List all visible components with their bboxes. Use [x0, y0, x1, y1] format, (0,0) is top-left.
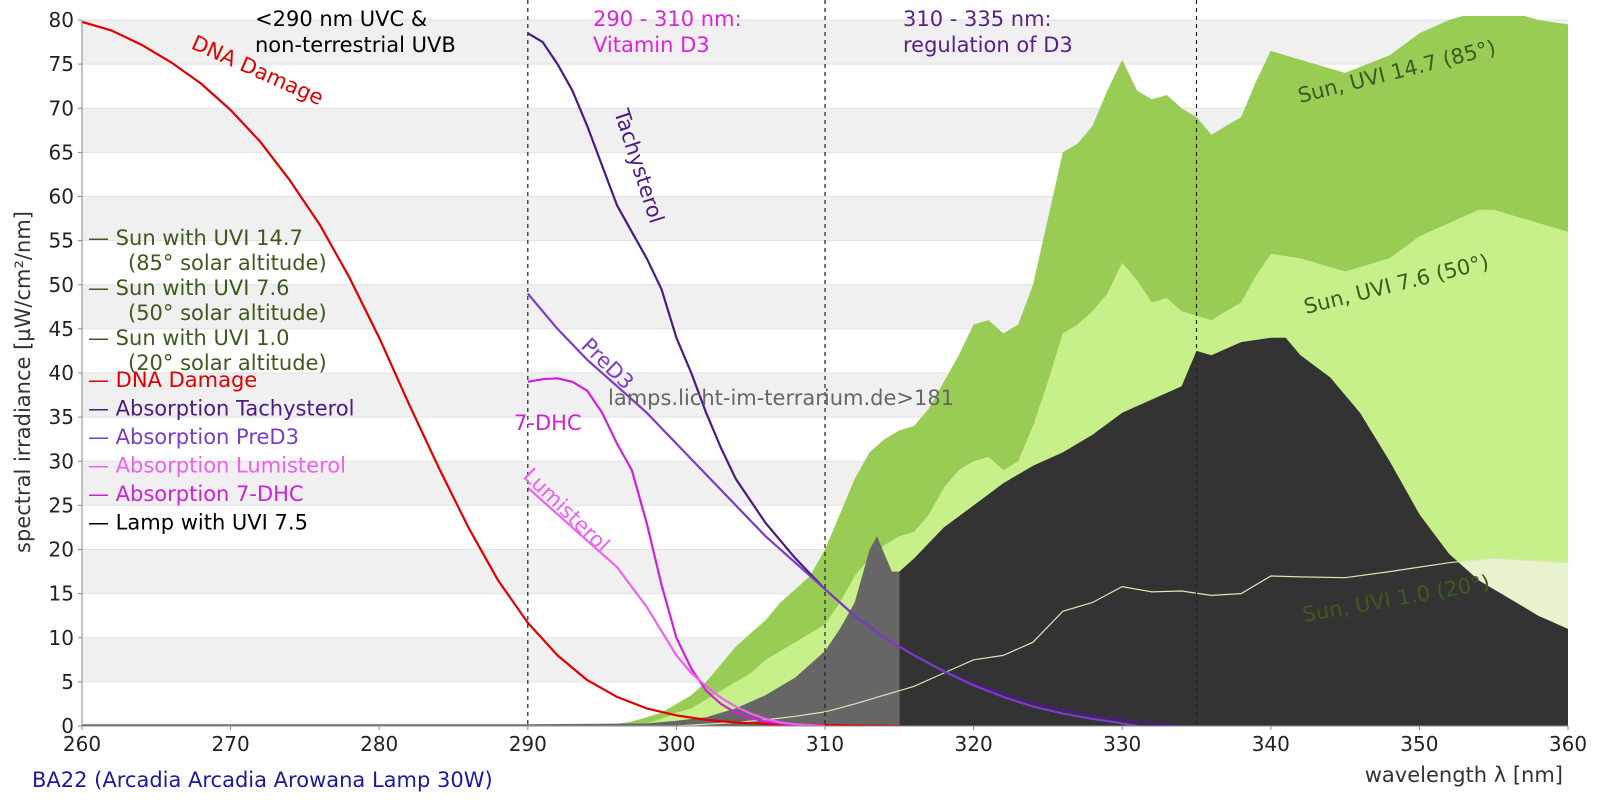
region-label-uvc-line2: non-terrestrial UVB [255, 33, 456, 57]
y-tick-label: 75 [49, 52, 74, 76]
region-label-uvc: <290 nm UVC & non-terrestrial UVB [255, 7, 456, 57]
region-dividers [527, 0, 1198, 726]
y-tick-label: 55 [49, 229, 74, 253]
x-tick-label: 330 [1103, 732, 1141, 756]
x-tick-label: 320 [955, 732, 993, 756]
line-dna-damage [82, 20, 900, 726]
line-absorption-pred3 [526, 292, 1138, 726]
x-tick-label: 280 [360, 732, 398, 756]
legend-entry-subtitle: (85° solar altitude) [128, 251, 327, 275]
x-axis-label: wavelength λ [nm] [1365, 763, 1563, 787]
region-label-uvc-line1: <290 nm UVC & [255, 7, 427, 31]
legend-entry: — Absorption Lumisterol [88, 454, 346, 478]
y-tick-label: 15 [49, 582, 74, 606]
y-tick-label: 20 [49, 538, 74, 562]
x-tick-label: 260 [63, 732, 101, 756]
axes: 0 5 10 15 20 25 30 35 40 45 50 55 60 65 70 75 80 260 270 28… [49, 8, 1588, 756]
y-axis-label: spectral irradiance [µW/cm²/nm] [11, 211, 35, 553]
curve-label-7dhc: 7-DHC [514, 411, 582, 435]
legend-entry: — Sun with UVI 7.6 [88, 276, 290, 300]
legend-entry: — Sun with UVI 14.7 [88, 226, 303, 250]
y-tick-label: 30 [49, 449, 74, 473]
region-label-regulation-d3: 310 - 335 nm: regulation of D3 [903, 7, 1073, 57]
y-tick-label: 5 [61, 670, 74, 694]
x-tick-label: 360 [1549, 732, 1587, 756]
legend-entry: — Absorption Tachysterol [88, 397, 354, 421]
legend-entry: — Absorption 7-DHC [88, 482, 304, 506]
region-label-vitamin-d3: 290 - 310 nm: Vitamin D3 [593, 7, 742, 57]
y-tick-label: 0 [61, 714, 74, 738]
legend-entry-subtitle: (50° solar altitude) [128, 301, 327, 325]
outline-sun-uvi-1-0 [527, 557, 1568, 726]
y-tick-label: 50 [49, 273, 74, 297]
watermark: lamps.licht-im-terrarium.de>181 [608, 386, 954, 410]
area-lamp-with-uvi-7-5-below-315 [82, 536, 900, 726]
x-tick-label: 340 [1252, 732, 1290, 756]
line-absorption-7-dhc [527, 377, 826, 726]
region-label-regulation-line1: 310 - 335 nm: [903, 7, 1052, 31]
legend-entry: — Lamp with UVI 7.5 [88, 511, 308, 535]
area-lamp-with-uvi-7-5 [899, 337, 1568, 726]
x-tick-label: 300 [657, 732, 695, 756]
legend-entry-subtitle: (20° solar altitude) [128, 351, 327, 375]
line-absorption-tachysterol [527, 32, 1182, 726]
y-tick-label: 35 [49, 405, 74, 429]
y-tick-label: 10 [49, 626, 74, 650]
region-label-regulation-line2: regulation of D3 [903, 33, 1073, 57]
legend-entry: — Sun with UVI 1.0 [88, 326, 290, 350]
legend-entry: — Absorption PreD3 [88, 425, 299, 449]
legend: — Sun with UVI 14.7(85° solar altitude)—… [88, 226, 354, 535]
y-tick-label: 80 [49, 8, 74, 32]
x-tick-label: 290 [509, 732, 547, 756]
legend-entry: — DNA Damage [88, 368, 257, 392]
y-tick-label: 25 [49, 493, 74, 517]
x-tick-label: 270 [212, 732, 250, 756]
line-series-layer [82, 20, 1182, 726]
x-tick-label: 310 [806, 732, 844, 756]
y-tick-label: 45 [49, 317, 74, 341]
region-label-vitamin-d3-line1: 290 - 310 nm: [593, 7, 742, 31]
y-tick-label: 40 [49, 361, 74, 385]
x-tick-label: 350 [1400, 732, 1438, 756]
y-tick-label: 70 [49, 96, 74, 120]
region-label-vitamin-d3-line2: Vitamin D3 [593, 33, 710, 57]
y-tick-label: 60 [49, 185, 74, 209]
y-tick-label: 65 [49, 140, 74, 164]
area-series-layer [82, 16, 1568, 726]
line-absorption-lumisterol [527, 486, 826, 726]
chart-footer-title: BA22 (Arcadia Arcadia Arowana Lamp 30W) [32, 768, 493, 792]
